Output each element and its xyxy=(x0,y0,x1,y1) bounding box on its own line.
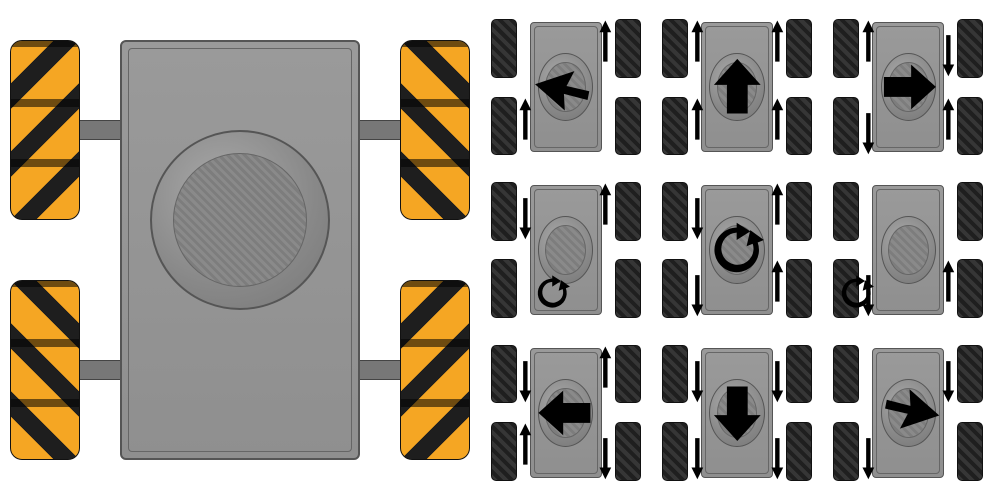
wheel-rear-left xyxy=(662,259,688,318)
wheel-rear-right xyxy=(786,422,812,481)
main-robot xyxy=(10,20,470,480)
robot-se xyxy=(827,335,990,490)
main-robot-panel xyxy=(0,0,480,500)
wheel-front-right xyxy=(957,182,983,241)
wheel-front-right xyxy=(957,19,983,78)
wheel-rear-left xyxy=(833,422,859,481)
movement-cell-n xyxy=(655,10,818,165)
wheel-rear-left xyxy=(491,259,517,318)
wheel-front-left xyxy=(662,345,688,404)
movement-cell-s xyxy=(655,335,818,490)
robot-turret xyxy=(150,130,330,310)
robot-turret xyxy=(538,216,594,284)
wheel-rear-right xyxy=(615,259,641,318)
robot-c xyxy=(655,173,818,328)
wheel-rear-left xyxy=(491,97,517,156)
robot-turret xyxy=(881,216,937,284)
movement-cell-nw xyxy=(484,10,647,165)
wheel-front-right xyxy=(957,345,983,404)
movement-cell-ne xyxy=(827,10,990,165)
wheel-rear-right xyxy=(615,422,641,481)
wheel-rear-right xyxy=(786,259,812,318)
robot-s xyxy=(655,335,818,490)
movement-grid xyxy=(480,0,1000,500)
mecanum-wheel-rear-right xyxy=(400,280,470,460)
robot-w xyxy=(484,173,647,328)
wheel-front-left xyxy=(491,182,517,241)
movement-cell-se xyxy=(827,335,990,490)
wheel-rear-left xyxy=(491,422,517,481)
robot-e xyxy=(827,173,990,328)
movement-cell-w xyxy=(484,173,647,328)
robot-turret xyxy=(709,53,765,121)
wheel-front-right xyxy=(615,19,641,78)
wheel-front-right xyxy=(786,182,812,241)
robot-n xyxy=(655,10,818,165)
mecanum-wheel-front-left xyxy=(10,40,80,220)
robot-ne xyxy=(827,10,990,165)
wheel-rear-left xyxy=(833,259,859,318)
wheel-rear-left xyxy=(662,422,688,481)
robot-turret xyxy=(881,379,937,447)
robot-turret xyxy=(709,216,765,284)
robot-turret xyxy=(709,379,765,447)
wheel-front-right xyxy=(786,345,812,404)
robot-nw xyxy=(484,10,647,165)
robot-turret xyxy=(881,53,937,121)
robot-turret xyxy=(538,379,594,447)
wheel-rear-left xyxy=(833,97,859,156)
wheel-front-right xyxy=(786,19,812,78)
wheel-front-left xyxy=(833,345,859,404)
wheel-rear-right xyxy=(957,97,983,156)
movement-cell-sw xyxy=(484,335,647,490)
movement-cell-c xyxy=(655,173,818,328)
wheel-front-left xyxy=(833,19,859,78)
wheel-rear-right xyxy=(786,97,812,156)
wheel-front-left xyxy=(833,182,859,241)
mecanum-wheel-front-right xyxy=(400,40,470,220)
wheel-rear-right xyxy=(957,259,983,318)
wheel-front-left xyxy=(491,19,517,78)
wheel-rear-right xyxy=(615,97,641,156)
movement-cell-e xyxy=(827,173,990,328)
wheel-front-right xyxy=(615,182,641,241)
wheel-front-left xyxy=(662,19,688,78)
robot-sw xyxy=(484,335,647,490)
mecanum-wheel-rear-left xyxy=(10,280,80,460)
wheel-rear-left xyxy=(662,97,688,156)
wheel-front-left xyxy=(491,345,517,404)
wheel-front-left xyxy=(662,182,688,241)
wheel-rear-right xyxy=(957,422,983,481)
wheel-front-right xyxy=(615,345,641,404)
